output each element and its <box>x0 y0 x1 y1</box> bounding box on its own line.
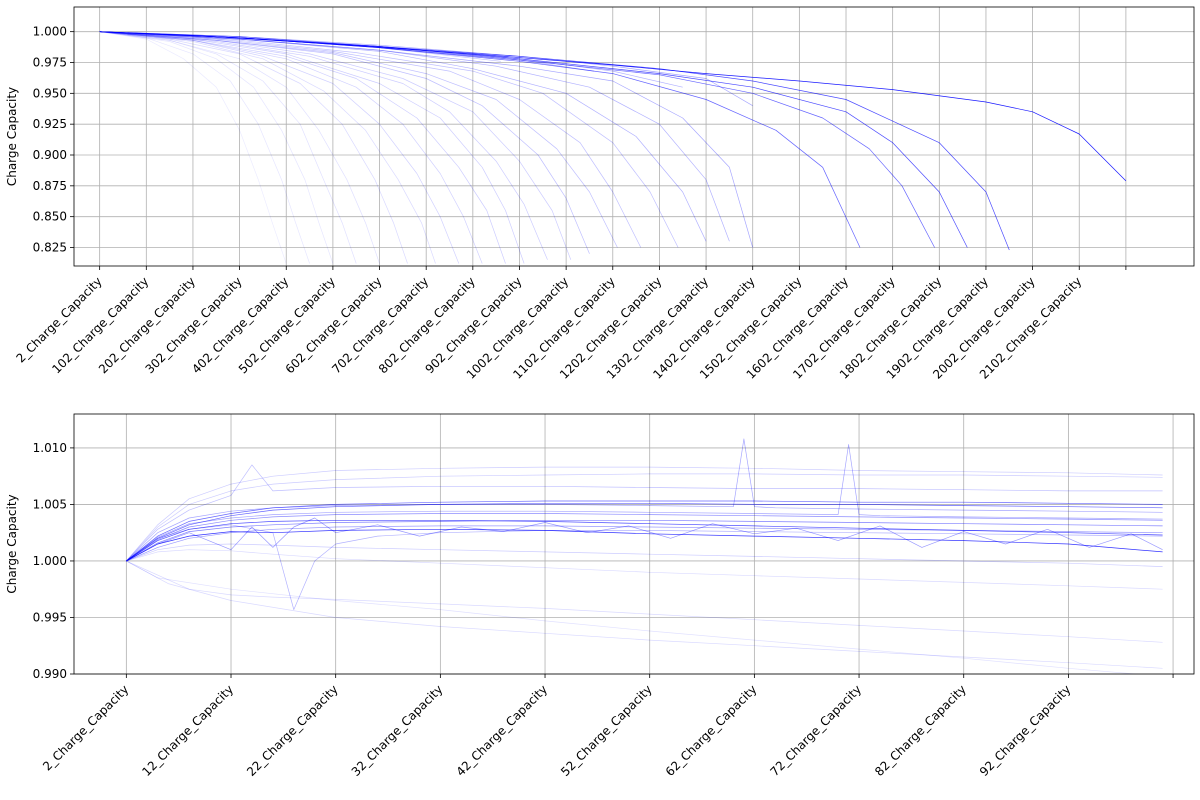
bottom-y-tick-label: 0.990 <box>33 667 67 681</box>
top-series-line-18 <box>99 31 436 264</box>
bottom-series-line-13 <box>126 543 1163 567</box>
bottom-series-group <box>126 438 1163 674</box>
bottom-y-axis-label: Charge Capacity <box>5 494 19 593</box>
top-series-line-24 <box>99 31 287 264</box>
top-series-line-15 <box>99 31 506 264</box>
bottom-x-tick-label: 32_Charge_Capacity <box>349 682 446 779</box>
top-y-tick-label: 0.925 <box>33 117 67 131</box>
bottom-series-line-3 <box>126 500 1163 562</box>
top-y-tick-label: 0.875 <box>33 179 67 193</box>
top-series-line-20 <box>99 31 380 264</box>
top-chart-panel: 2_Charge_Capacity102_Charge_Capacity202_… <box>5 6 1195 382</box>
top-y-tick-label: 0.950 <box>33 86 67 100</box>
bottom-series-line-4 <box>126 519 1163 562</box>
bottom-y-tick-label: 1.010 <box>33 441 67 455</box>
top-series-line-19 <box>99 31 408 264</box>
bottom-series-line-0 <box>126 528 1163 562</box>
bottom-plot-frame <box>73 413 1195 675</box>
bottom-y-tick-label: 1.005 <box>33 497 67 511</box>
bottom-series-line-10 <box>126 464 1163 562</box>
top-y-axis-label: Charge Capacity <box>5 87 19 186</box>
top-series-line-26 <box>99 31 683 88</box>
top-y-tick-label: 0.975 <box>33 56 67 70</box>
bottom-series-line-17 <box>126 560 1140 674</box>
bottom-chart-panel: 2_Charge_Capacity 12_Charge_Capacity 22_Ch… <box>5 413 1195 779</box>
top-series-line-10 <box>99 31 618 248</box>
bottom-x-tick-label: 82_Charge_Capacity <box>872 682 969 779</box>
top-series-group <box>99 31 1127 264</box>
top-series-line-23 <box>99 31 310 264</box>
top-series-line-9 <box>99 31 642 248</box>
top-y-tick-label: 0.850 <box>33 210 67 224</box>
bottom-series-line-8 <box>126 444 1163 562</box>
bottom-series-line-12 <box>126 466 1163 562</box>
top-series-line-13 <box>99 31 548 260</box>
bottom-x-tick-label: 52_Charge_Capacity <box>558 682 655 779</box>
top-x-tick-label: 2_Charge_Capacity <box>13 274 104 365</box>
bottom-series-line-2 <box>126 502 1163 562</box>
bottom-x-tick-label: 2_Charge_Capacity <box>40 682 131 773</box>
top-series-line-14 <box>99 31 525 264</box>
bottom-x-tick-label: 62_Charge_Capacity <box>663 682 760 779</box>
bottom-x-tick-label: 22_Charge_Capacity <box>244 682 341 779</box>
top-y-tick-label: 0.900 <box>33 148 67 162</box>
bottom-series-line-16 <box>126 560 1163 669</box>
top-series-line-12 <box>99 31 572 260</box>
top-series-line-11 <box>99 31 590 254</box>
bottom-y-tick-label: 1.000 <box>33 554 67 568</box>
bottom-series-line-6 <box>126 525 1163 562</box>
bottom-y-tick-label: 0.995 <box>33 610 67 624</box>
top-series-line-21 <box>99 31 357 264</box>
top-series-line-4 <box>99 31 861 248</box>
top-series-line-5 <box>99 31 754 248</box>
bottom-series-line-14 <box>126 549 1163 590</box>
top-series-line-22 <box>99 31 334 264</box>
top-series-line-25 <box>99 31 753 107</box>
top-series-line-8 <box>99 31 679 248</box>
top-series-line-17 <box>99 31 460 264</box>
bottom-series-line-15 <box>126 560 1163 643</box>
top-series-line-7 <box>99 31 707 242</box>
bottom-series-line-7 <box>126 438 1163 562</box>
bottom-series-line-18 <box>126 517 1163 562</box>
top-series-line-3 <box>99 31 935 248</box>
bottom-x-tick-label: 72_Charge_Capacity <box>767 682 864 779</box>
top-series-line-27 <box>99 31 595 72</box>
bottom-x-tick-label: 12_Charge_Capacity <box>139 682 236 779</box>
top-y-tick-label: 0.825 <box>33 241 67 255</box>
bottom-series-line-9 <box>126 524 1163 610</box>
bottom-x-tick-label: 42_Charge_Capacity <box>453 682 550 779</box>
top-series-line-16 <box>99 31 483 264</box>
top-series-line-6 <box>99 31 730 242</box>
bottom-x-tick-label: 92_Charge_Capacity <box>977 682 1074 779</box>
top-series-line-28 <box>99 31 501 62</box>
top-series-line-2 <box>99 31 968 248</box>
top-y-tick-label: 1.000 <box>33 25 67 39</box>
bottom-series-line-5 <box>126 513 1163 562</box>
bottom-series-line-11 <box>126 473 1163 562</box>
top-plot-frame <box>73 6 1195 267</box>
